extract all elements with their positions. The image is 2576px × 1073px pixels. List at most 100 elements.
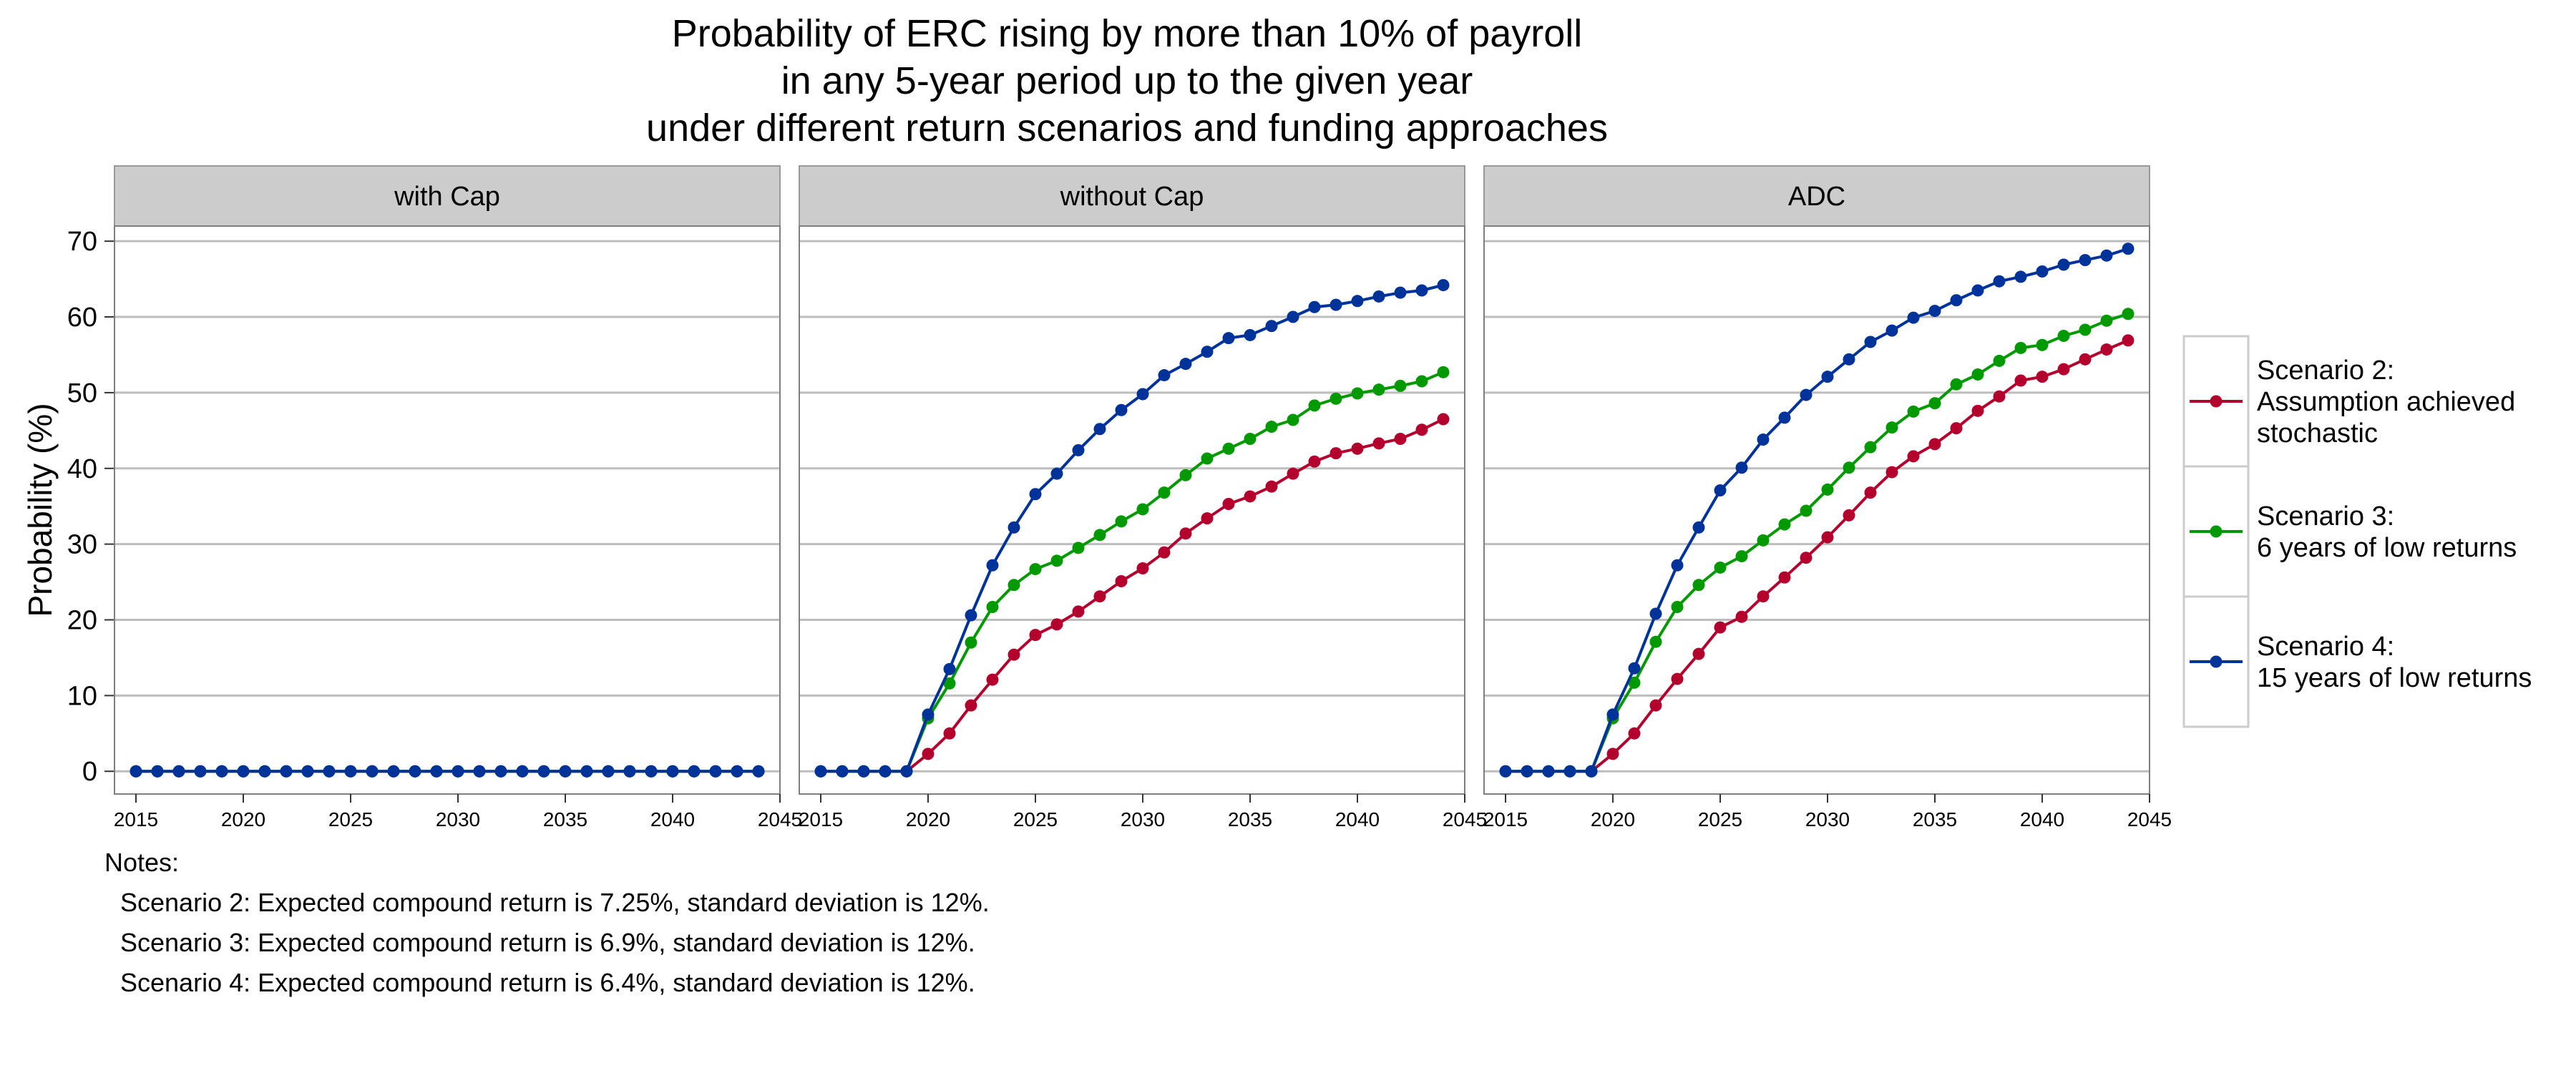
- x-tick-label: 2035: [543, 808, 587, 831]
- chart-title-line-3: under different return scenarios and fun…: [646, 107, 1608, 150]
- data-point-s3: [1928, 397, 1941, 410]
- data-point-s4: [559, 765, 572, 778]
- data-point-s3: [1050, 554, 1063, 567]
- panel-background: [114, 226, 780, 794]
- data-point-s2: [1265, 480, 1278, 493]
- data-point-s3: [1864, 441, 1877, 454]
- data-point-s3: [1351, 387, 1364, 400]
- x-tick-label: 2045: [2127, 808, 2172, 831]
- legend-label: Assumption achieved: [2257, 387, 2515, 417]
- panel-background: [799, 226, 1465, 794]
- y-tick-label: 20: [67, 606, 97, 636]
- data-point-s4: [1158, 369, 1171, 382]
- data-point-s3: [2057, 330, 2070, 343]
- data-point-s2: [1179, 527, 1192, 540]
- data-point-s4: [194, 765, 207, 778]
- data-point-s2: [1928, 438, 1941, 451]
- data-point-s2: [1628, 727, 1641, 740]
- data-point-s4: [1115, 403, 1128, 416]
- legend-label: Scenario 4:: [2257, 632, 2394, 662]
- data-point-s2: [1308, 455, 1321, 468]
- data-point-s4: [580, 765, 593, 778]
- data-point-s4: [1971, 284, 1984, 297]
- data-point-s3: [1843, 461, 1855, 474]
- data-point-s4: [1671, 559, 1684, 572]
- data-point-s4: [1265, 320, 1278, 333]
- x-tick-label: 2030: [1805, 808, 1850, 831]
- data-point-s3: [2100, 314, 2113, 327]
- data-point-s3: [943, 677, 956, 690]
- data-point-s4: [1287, 310, 1299, 323]
- data-point-s4: [1606, 708, 1619, 721]
- data-point-s3: [1072, 542, 1085, 554]
- x-tick-label: 2040: [1335, 808, 1380, 831]
- data-point-s3: [1244, 432, 1257, 445]
- data-point-s4: [323, 765, 336, 778]
- x-tick-label: 2025: [328, 808, 373, 831]
- data-point-s2: [1993, 390, 2006, 403]
- data-point-s4: [473, 765, 486, 778]
- data-point-s2: [1287, 467, 1299, 480]
- data-point-s3: [1179, 469, 1192, 481]
- data-point-s2: [2057, 363, 2070, 376]
- x-tick-label: 2040: [2020, 808, 2064, 831]
- data-point-s4: [1372, 290, 1385, 303]
- data-point-s4: [2122, 242, 2135, 255]
- data-point-s4: [172, 765, 185, 778]
- data-point-s4: [2014, 270, 2027, 283]
- data-point-s2: [1093, 590, 1106, 603]
- x-tick-label: 2025: [1013, 808, 1058, 831]
- data-point-s4: [1394, 286, 1407, 299]
- data-point-s3: [1800, 504, 1813, 517]
- data-point-s4: [1907, 311, 1920, 324]
- legend-label: Scenario 2:: [2257, 356, 2394, 386]
- y-axis-label: Probability (%): [21, 403, 59, 617]
- data-point-s4: [965, 609, 977, 622]
- data-point-s4: [1330, 298, 1342, 311]
- data-point-s3: [1950, 378, 1963, 391]
- data-point-s4: [900, 765, 913, 778]
- data-point-s3: [965, 636, 977, 649]
- note-line: Scenario 3: Expected compound return is …: [120, 928, 975, 957]
- data-point-s2: [1244, 490, 1257, 503]
- data-point-s4: [1244, 328, 1257, 341]
- data-point-s3: [1158, 486, 1171, 499]
- data-point-s2: [1115, 575, 1128, 588]
- panel-border: [114, 225, 781, 795]
- data-point-s4: [1437, 279, 1450, 292]
- data-point-s4: [1308, 300, 1321, 313]
- data-point-s2: [1864, 486, 1877, 499]
- data-point-s2: [1351, 442, 1364, 455]
- data-point-s4: [1415, 284, 1428, 297]
- panel-title: without Cap: [1060, 182, 1204, 212]
- data-point-s3: [1115, 515, 1128, 528]
- y-tick-label: 60: [67, 303, 97, 333]
- data-point-s2: [2079, 353, 2092, 366]
- data-point-s4: [2036, 265, 2049, 278]
- y-tick-label: 50: [67, 378, 97, 408]
- panel-border: [799, 225, 1465, 795]
- data-point-s2: [1606, 748, 1619, 760]
- data-point-s2: [1050, 618, 1063, 631]
- x-tick-label: 2045: [758, 808, 802, 831]
- data-point-s2: [1757, 590, 1770, 603]
- data-point-s4: [623, 765, 636, 778]
- data-point-s4: [1843, 353, 1855, 366]
- x-tick-label: 2020: [906, 808, 950, 831]
- data-point-s3: [1993, 354, 2006, 367]
- data-point-s3: [1735, 550, 1748, 563]
- data-point-s3: [1907, 405, 1920, 418]
- x-tick-label: 2035: [1913, 808, 1957, 831]
- data-point-s4: [1521, 765, 1533, 778]
- panel-strip: [1483, 165, 2150, 227]
- data-point-s4: [452, 765, 464, 778]
- data-point-s4: [387, 765, 400, 778]
- data-point-s4: [814, 765, 827, 778]
- data-point-s4: [366, 765, 379, 778]
- data-point-s4: [731, 765, 743, 778]
- data-point-s4: [301, 765, 314, 778]
- data-point-s2: [1950, 422, 1963, 435]
- data-point-s4: [516, 765, 529, 778]
- data-point-s3: [1287, 413, 1299, 426]
